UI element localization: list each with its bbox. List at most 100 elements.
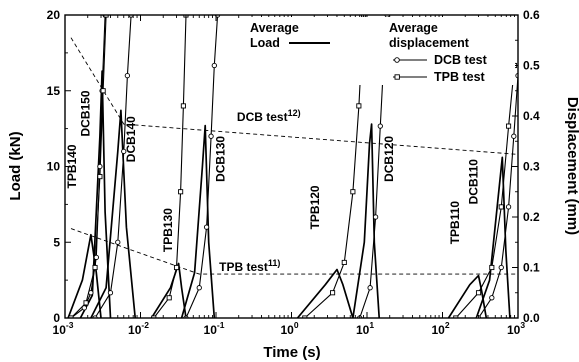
legend-load-subtitle: Load <box>250 36 280 50</box>
load-curve-dcb150 <box>79 70 112 318</box>
load-curve-tpb130 <box>150 262 187 318</box>
x-tick-exponent: -2 <box>141 320 149 330</box>
x-tick-label: 102 <box>431 320 449 337</box>
x-tick-label: 100 <box>280 320 298 337</box>
displacement-curve-dcb140 <box>94 15 132 318</box>
y2-tick-label: 0.3 <box>523 160 540 174</box>
annotation-dcb-test: DCB test12) <box>237 108 301 124</box>
marker-circle-dcb150 <box>81 305 87 311</box>
annotation-reference: 11) <box>268 258 281 268</box>
legend-displacement-subtitle: displacement <box>389 36 470 50</box>
legend-load-title: Average <box>250 21 299 35</box>
load-curve-dcb130 <box>180 124 216 318</box>
annotation-reference: 12) <box>288 108 301 118</box>
x-tick-exponent: 0 <box>294 320 299 330</box>
marker-square-tpb130 <box>173 264 180 271</box>
y-axis-title-left: Load (kN) <box>7 131 24 200</box>
marker-square-tpb120 <box>330 290 336 296</box>
marker-square-tpb110 <box>506 123 512 129</box>
marker-square-tpb140 <box>97 174 103 180</box>
x-tick-exponent: -3 <box>66 320 74 330</box>
annotation-tpb110: TPB110 <box>448 201 462 245</box>
axis-ticks <box>64 14 519 319</box>
load-curve-tpb120 <box>296 268 354 318</box>
x-tick-label: 101 <box>356 320 374 337</box>
marker-square-tpb140 <box>83 300 89 306</box>
annotation-dcb130: DCB130 <box>214 136 228 182</box>
load-curve-dcb110 <box>475 156 511 318</box>
annotation-dcb150: DCB150 <box>78 90 92 136</box>
marker-circle-dcb130 <box>196 285 202 291</box>
displacement-curve-tpb110 <box>455 65 516 318</box>
displacement-curve-tpb130 <box>153 15 187 318</box>
marker-circle-dcb130 <box>208 133 214 139</box>
legend-tpb-label: TPB test <box>434 70 486 84</box>
marker-circle-dcb110 <box>511 133 517 139</box>
marker-square-tpb130 <box>178 189 184 195</box>
marker-square-tpb110 <box>498 204 504 210</box>
y-tick-label: 20 <box>47 8 61 22</box>
marker-circle-dcb120 <box>372 214 379 220</box>
x-tick-exponent: 2 <box>445 320 450 330</box>
marker-circle-dcb130 <box>203 224 210 230</box>
annotation-tpb120: TPB120 <box>308 185 322 229</box>
legend-tpb-marker <box>394 74 400 80</box>
marker-circle-dcb140 <box>115 239 121 245</box>
marker-square-tpb140 <box>103 15 109 18</box>
y2-tick-label: 0.1 <box>523 261 540 275</box>
reference-line-tpb-test <box>70 228 518 275</box>
reference-lines <box>70 37 518 275</box>
marker-circle-dcb150 <box>93 254 99 261</box>
marker-circle-dcb140 <box>107 290 114 296</box>
marker-square-tpb130 <box>180 103 186 109</box>
x-tick-exponent: -1 <box>217 320 225 330</box>
series-annotations: DCB150 TPB140 DCB140 TPB130 DCB130 TPB120 DCB1… <box>65 90 480 274</box>
reference-line-dcb-test <box>70 37 518 155</box>
marker-circle-dcb110 <box>498 264 504 271</box>
annotation-tpb-test: TPB test11) <box>219 258 280 274</box>
y2-tick-label: 0.6 <box>523 8 540 22</box>
displacement-curve-tpb120 <box>304 15 365 318</box>
y2-tick-label: 0.4 <box>523 109 540 123</box>
marker-circle-dcb140 <box>124 72 131 79</box>
x-tick-label: 10-2 <box>128 320 149 337</box>
load-curve-dcb140 <box>90 109 137 318</box>
legend-dcb-marker <box>394 57 400 63</box>
annotation-dcb120: DCB120 <box>382 136 396 182</box>
marker-square-tpb120 <box>350 189 356 195</box>
y-axis-title-right: Displacement (mm) <box>564 97 579 235</box>
x-tick-exponent: 3 <box>520 320 525 330</box>
marker-circle-dcb140 <box>121 148 127 155</box>
marker-square-tpb140 <box>92 264 98 271</box>
displacement-curve-dcb110 <box>478 75 518 318</box>
marker-circle-dcb110 <box>489 295 495 301</box>
load-curve-tpb110 <box>447 274 488 318</box>
marker-circle-dcb150 <box>88 290 94 296</box>
marker-square-tpb120 <box>356 103 362 109</box>
y2-tick-label: 0.0 <box>523 311 540 325</box>
displacement-curve-dcb130 <box>185 15 219 318</box>
marker-square-tpb130 <box>166 295 172 301</box>
marker-circle-dcb150 <box>97 163 103 170</box>
marker-circle-dcb130 <box>211 62 217 69</box>
y-tick-label: 15 <box>47 84 61 98</box>
y-tick-label: 10 <box>47 160 61 174</box>
annotation-dcb140: DCB140 <box>124 116 138 162</box>
annotation-dcb110: DCB110 <box>466 159 480 205</box>
legend-dcb-label: DCB test <box>434 53 488 67</box>
marker-square-tpb110 <box>475 290 482 296</box>
y2-tick-label: 0.2 <box>523 210 540 224</box>
marker-circle-dcb110 <box>505 204 512 210</box>
marker-circle-dcb120 <box>367 285 373 291</box>
load-curve-tpb140 <box>67 233 102 318</box>
marker-circle-dcb120 <box>377 123 383 129</box>
legend-displacement-title: Average <box>389 21 438 35</box>
marker-square-tpb120 <box>341 259 347 266</box>
load-curve-dcb120 <box>352 123 381 318</box>
x-axis-title: Time (s) <box>263 344 320 361</box>
marker-square-tpb110 <box>489 264 495 271</box>
legend-background <box>245 17 515 85</box>
annotation-tpb140: TPB140 <box>65 144 79 188</box>
